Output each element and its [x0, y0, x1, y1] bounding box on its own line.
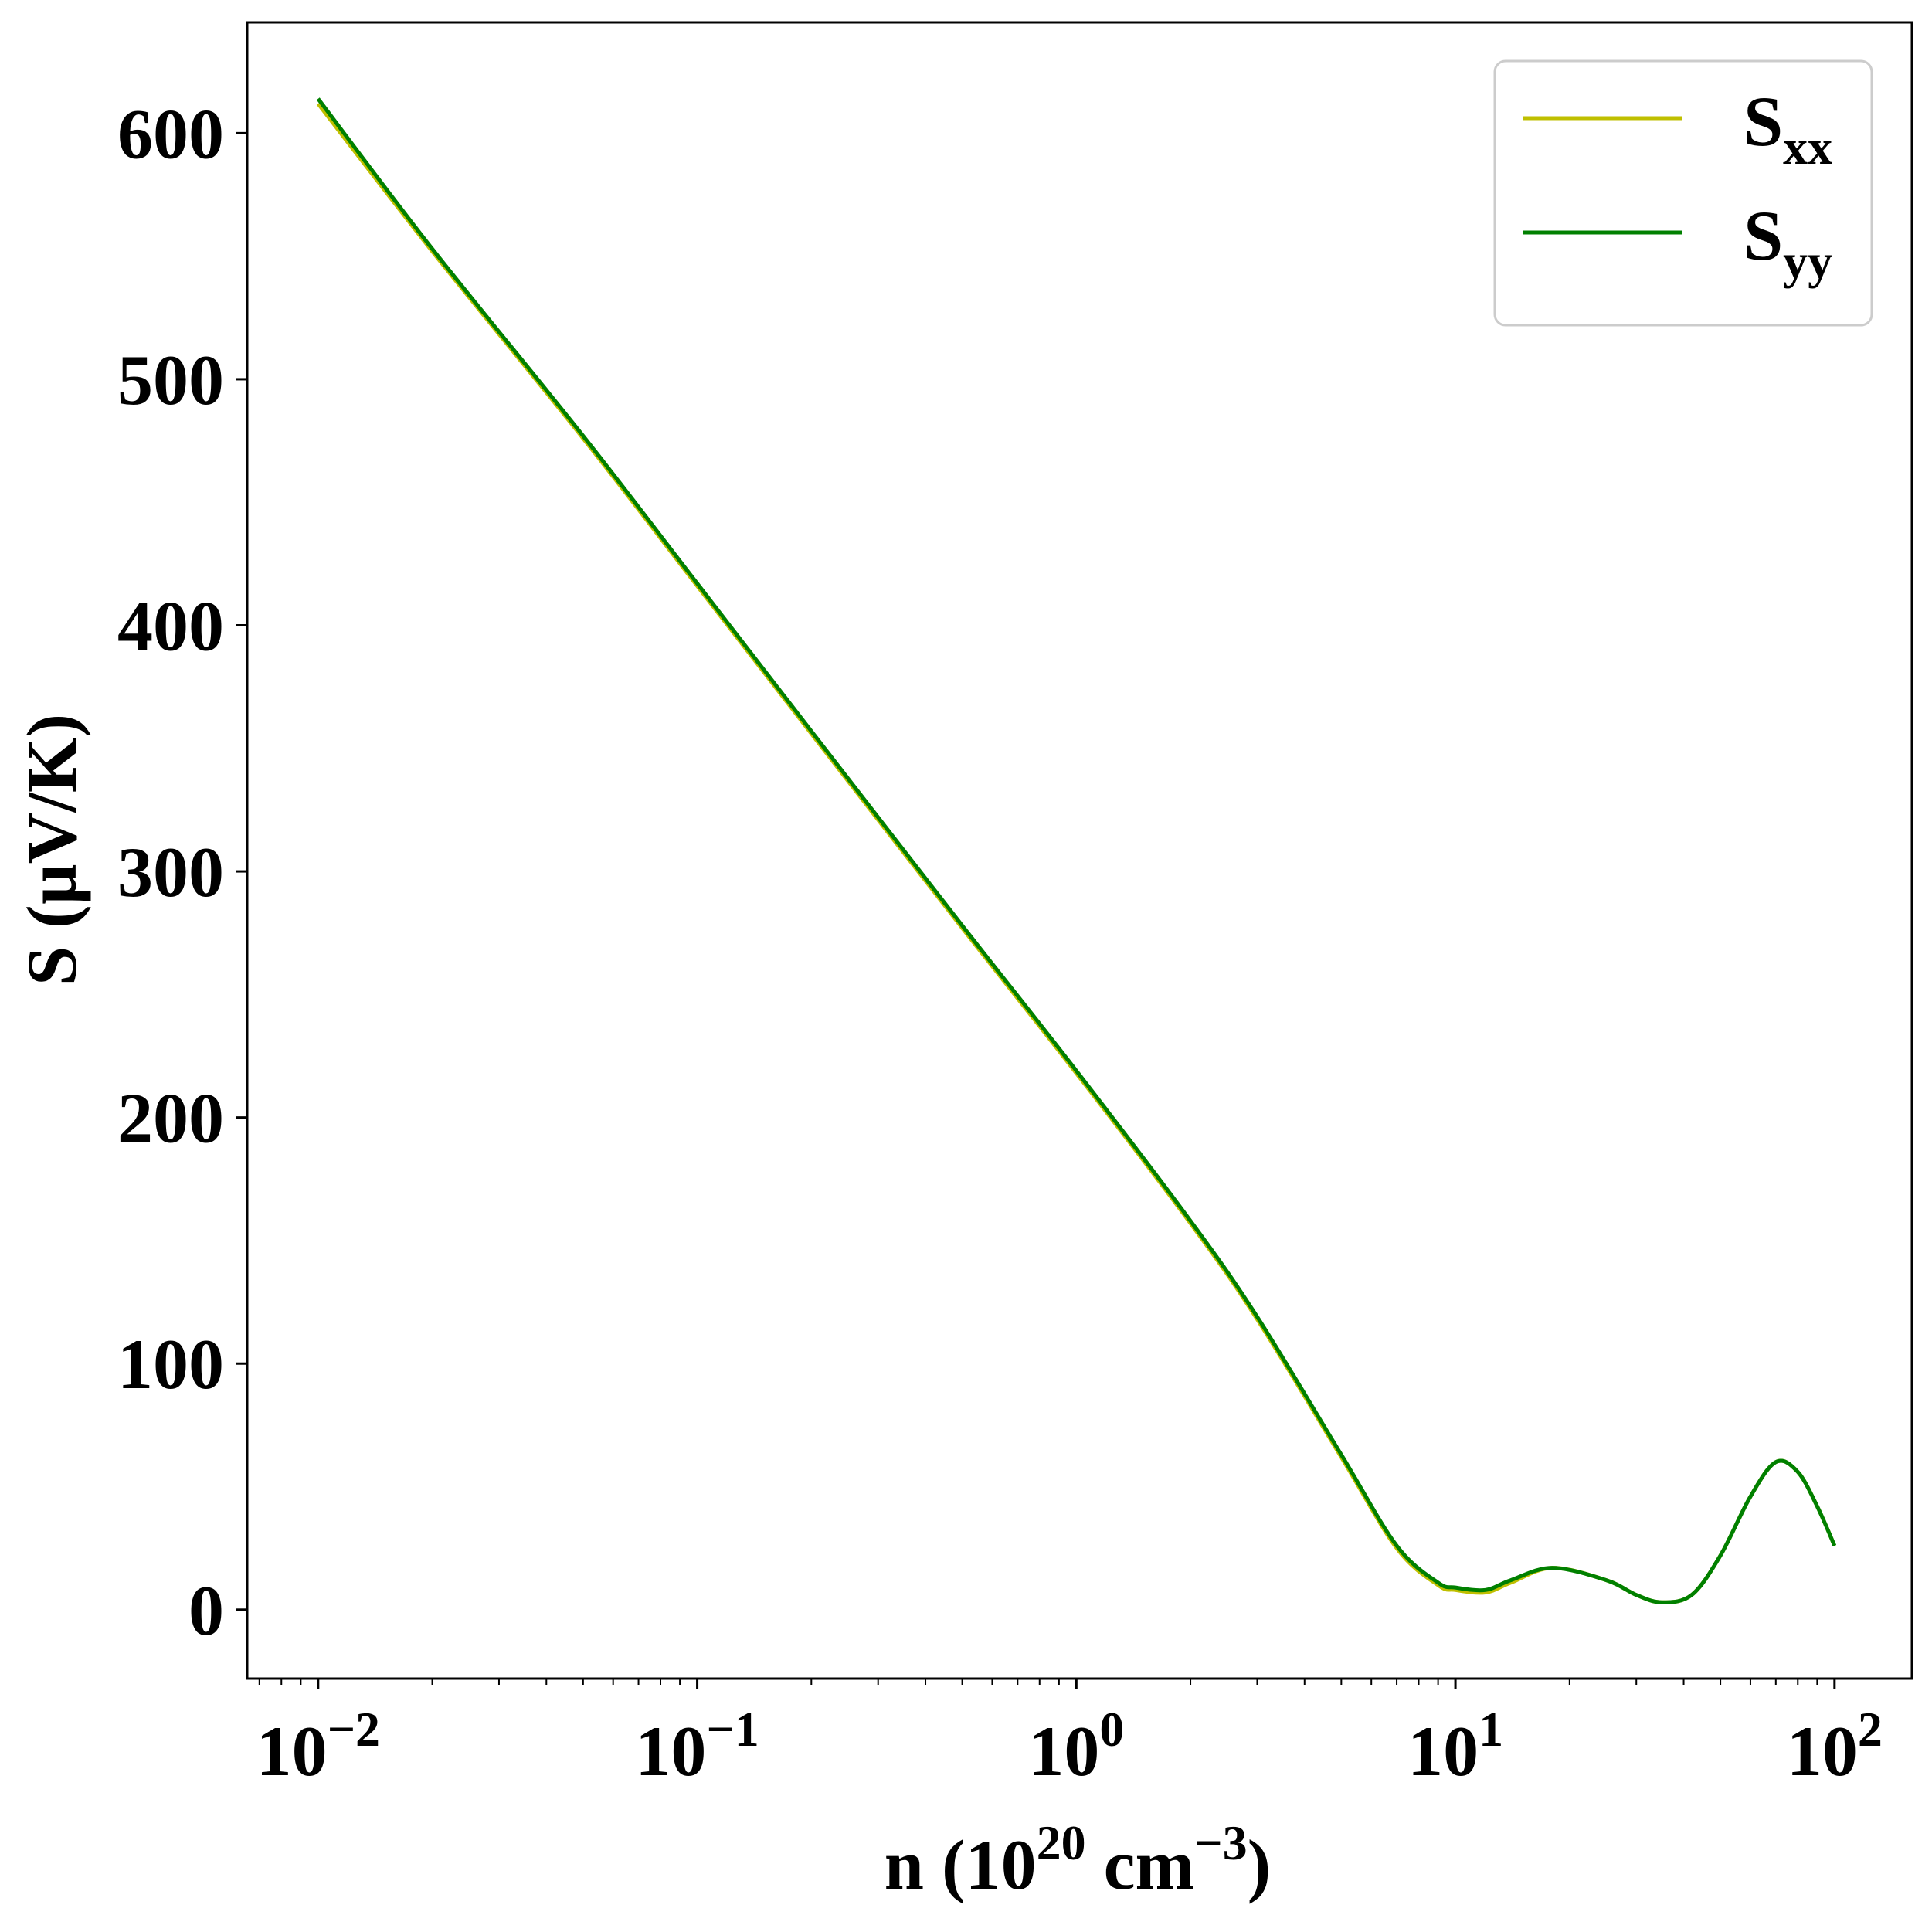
legend-label-syy: Syy — [1744, 196, 1832, 289]
x-tick-label: 10−2 — [256, 1702, 380, 1791]
series-line-xx — [316, 102, 1837, 1604]
x-tick-label: 101 — [1407, 1702, 1503, 1791]
y-tick-label: 0 — [188, 1571, 224, 1650]
legend-box — [1493, 59, 1873, 327]
x-tick-label: 102 — [1787, 1702, 1883, 1791]
series-line-yy — [316, 97, 1837, 1604]
y-tick-label: 200 — [117, 1079, 224, 1158]
x-tick-label: 10−1 — [635, 1702, 759, 1791]
y-axis: 0 100 200 300 400 500 600 — [117, 94, 247, 1650]
y-tick-label: 100 — [117, 1325, 224, 1404]
legend-label-sxx: Sxx — [1744, 82, 1832, 175]
x-axis: 10−2 10−1 100 101 102 — [256, 1679, 1883, 1791]
plot-lines — [316, 97, 1837, 1604]
y-tick-label: 400 — [117, 587, 224, 666]
y-tick-label: 300 — [117, 833, 224, 912]
x-axis-label: n (1020 cm−3) — [885, 1815, 1271, 1904]
y-axis-label: S (µV/K) — [12, 714, 91, 986]
y-tick-label: 600 — [117, 94, 224, 173]
plot-frame — [246, 21, 1913, 1680]
y-tick-label: 500 — [117, 341, 224, 419]
legend: Sxx Syy — [1493, 59, 1873, 327]
x-tick-label: 100 — [1028, 1702, 1124, 1791]
